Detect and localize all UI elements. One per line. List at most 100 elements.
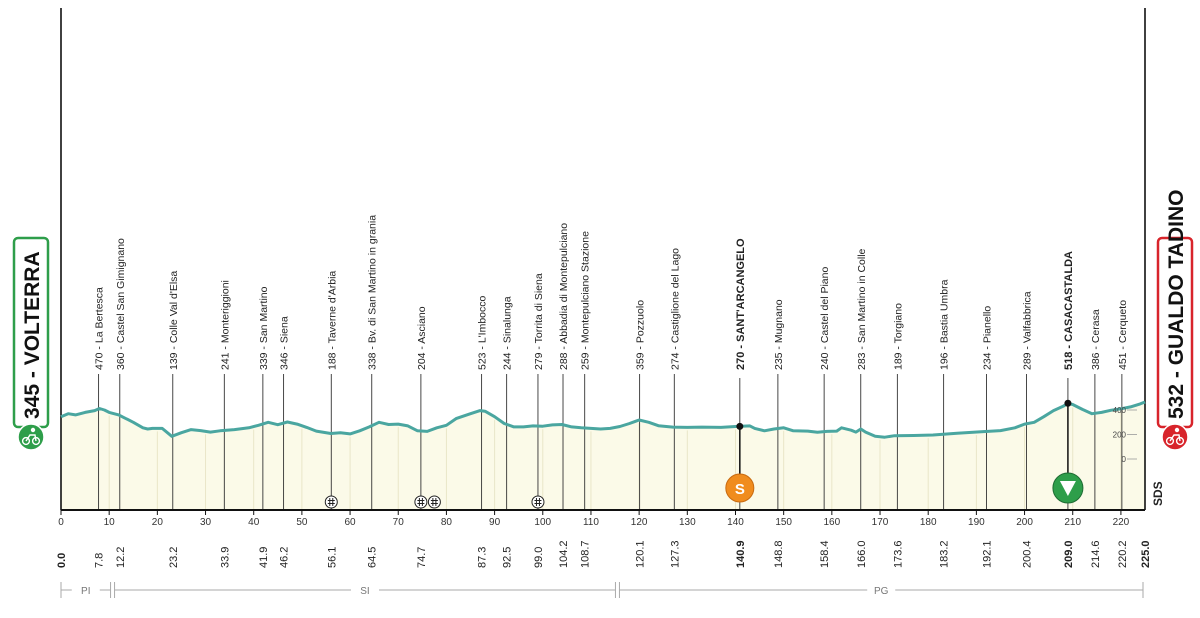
waypoint-label: 274 - Castiglione del Lago	[669, 248, 681, 370]
sds-label: SDS	[1151, 481, 1165, 506]
level-crossing-icon	[324, 495, 338, 509]
axis-tick-label: 70	[393, 517, 405, 528]
province-label: PI	[81, 586, 90, 597]
distance-label: 46.2	[279, 547, 291, 568]
distance-label: 214.6	[1090, 540, 1102, 568]
axis-tick-label: 120	[631, 517, 648, 528]
axis-tick-label: 90	[489, 517, 501, 528]
distance-label: 200.4	[1021, 540, 1033, 568]
waypoint-label: 346 - Siena	[279, 316, 291, 370]
distance-label: 192.1	[981, 540, 993, 568]
profile-line-layer	[60, 400, 1146, 439]
axis-tick-label: 0	[58, 517, 64, 528]
waypoint-label: 270 - SANT'ARCANGELO	[735, 238, 747, 370]
axis-tick-label: 220	[1113, 517, 1130, 528]
waypoint-label: 244 - Sinalunga	[502, 296, 514, 370]
distance-label: 120.1	[635, 540, 647, 568]
profile-fill-layer	[61, 402, 1145, 510]
profile-area	[61, 402, 1145, 510]
waypoint-label: 470 - La Bertesca	[94, 287, 106, 370]
cyclist-icon	[17, 423, 45, 451]
waypoint-label: 289 - Valfabbrica	[1021, 291, 1033, 370]
distance-label: 183.2	[939, 540, 951, 568]
start-marker: 345 - VOLTERRA	[12, 236, 50, 451]
level-crossing-ring	[414, 495, 428, 509]
distance-label: 166.0	[856, 540, 868, 568]
distance-label: 209.0	[1063, 540, 1075, 568]
distance-label: 173.6	[892, 540, 904, 568]
cyclist-wheel	[1165, 436, 1175, 446]
waypoint-label: 288 - Abbadia di Montepulciano	[558, 223, 570, 370]
waypoint-label: 386 - Cerasa	[1090, 309, 1102, 370]
distance-label: 0.0	[56, 553, 68, 568]
cyclist-frame	[1169, 434, 1181, 442]
distance-label: 64.5	[367, 547, 379, 568]
waypoint-label: 189 - Torgiano	[892, 303, 904, 370]
waypoint-label: 259 - Montepulciano Stazione	[580, 231, 592, 370]
distance-label: 104.2	[558, 540, 570, 568]
waypoint-labels: 470 - La Bertesca 360 - Castel San Gimign…	[94, 215, 1129, 370]
waypoint-label: 518 - CASACASTALDA	[1063, 251, 1075, 370]
elevation-tick-label: 400	[1113, 406, 1127, 415]
waypoint-label: 359 - Pozzuolo	[635, 300, 647, 370]
start-finish-markers: 345 - VOLTERRA 532 - GUALDO TADINO	[12, 190, 1194, 451]
elevation-tick-label: 200	[1113, 431, 1127, 440]
distance-label: 225.0	[1140, 540, 1152, 568]
axis-tick-label: 130	[679, 517, 696, 528]
level-crossing-ring	[427, 495, 441, 509]
cyclist-wheel	[21, 436, 31, 446]
waypoint-label: 523 - L'Imbocco	[477, 295, 489, 370]
profile-line	[60, 400, 1146, 439]
province-label: SI	[360, 586, 369, 597]
kom-dot	[1064, 399, 1072, 407]
kom-triangle	[1059, 481, 1076, 496]
waypoint-label: 283 - San Martino in Colle	[856, 248, 868, 370]
distance-label: 23.2	[168, 547, 180, 568]
axis-tick-label: 110	[583, 517, 599, 528]
waypoint-label: 188 - Taverne d'Arbia	[326, 271, 338, 370]
finish-marker-label: 532 - GUALDO TADINO	[1165, 190, 1188, 419]
sprint-letter: S	[735, 481, 745, 498]
province-bar: PI SI PG	[60, 582, 1144, 598]
waypoint-label: 240 - Castel del Piano	[819, 267, 831, 370]
start-marker-label: 345 - VOLTERRA	[21, 251, 44, 419]
axis-tick-label: 10	[104, 517, 116, 528]
waypoint-label: 279 - Torrita di Siena	[533, 273, 545, 370]
waypoint-label: 235 - Mugnano	[773, 299, 785, 370]
distance-label: 148.8	[773, 540, 785, 568]
distance-label: 7.8	[94, 553, 106, 568]
finish-marker: 532 - GUALDO TADINO	[1156, 190, 1194, 451]
waypoint-label: 339 - San Martino	[258, 286, 270, 370]
distance-label: 33.9	[219, 547, 231, 568]
waypoint-label: 338 - Bv. di San Martino in grania	[367, 215, 379, 370]
level-crossing-icon	[531, 495, 545, 509]
waypoint-label: 451 - Cerqueto	[1117, 300, 1129, 370]
axis-tick-label: 180	[920, 517, 937, 528]
cyclist-frame	[25, 434, 37, 442]
distance-label: 140.9	[735, 540, 747, 568]
axis-tick-label: 210	[1064, 517, 1081, 528]
distance-label: 108.7	[580, 540, 592, 568]
axis-tick-label: 30	[200, 517, 212, 528]
province-label-bg	[71, 582, 100, 598]
distance-labels: 0.0 7.8 12.2 23.2 33.9 41.9 46.2 56.1 64.5 74.7 87…	[56, 540, 1152, 568]
waypoint-label: 139 - Colle Val d'Elsa	[168, 271, 180, 370]
sprint-dot	[736, 422, 744, 430]
distance-label: 158.4	[819, 540, 831, 568]
axis-tick-label: 40	[248, 517, 260, 528]
waypoint-label: 234 - Pianello	[981, 306, 993, 370]
special-markers: S SDS	[324, 399, 1165, 509]
axis-tick-label: 150	[775, 517, 792, 528]
level-crossing-ring	[531, 495, 545, 509]
distance-label: 92.5	[502, 547, 514, 568]
level-crossing-ring	[324, 495, 338, 509]
axis-tick-label: 50	[296, 517, 308, 528]
distance-label: 87.3	[477, 547, 489, 568]
province-label-bg	[351, 582, 380, 598]
sprint-badge	[725, 473, 755, 503]
distance-label: 127.3	[669, 540, 681, 568]
distance-label: 99.0	[533, 547, 545, 568]
axis-tick-label: 20	[152, 517, 164, 528]
axis-tick-label: 60	[345, 517, 357, 528]
